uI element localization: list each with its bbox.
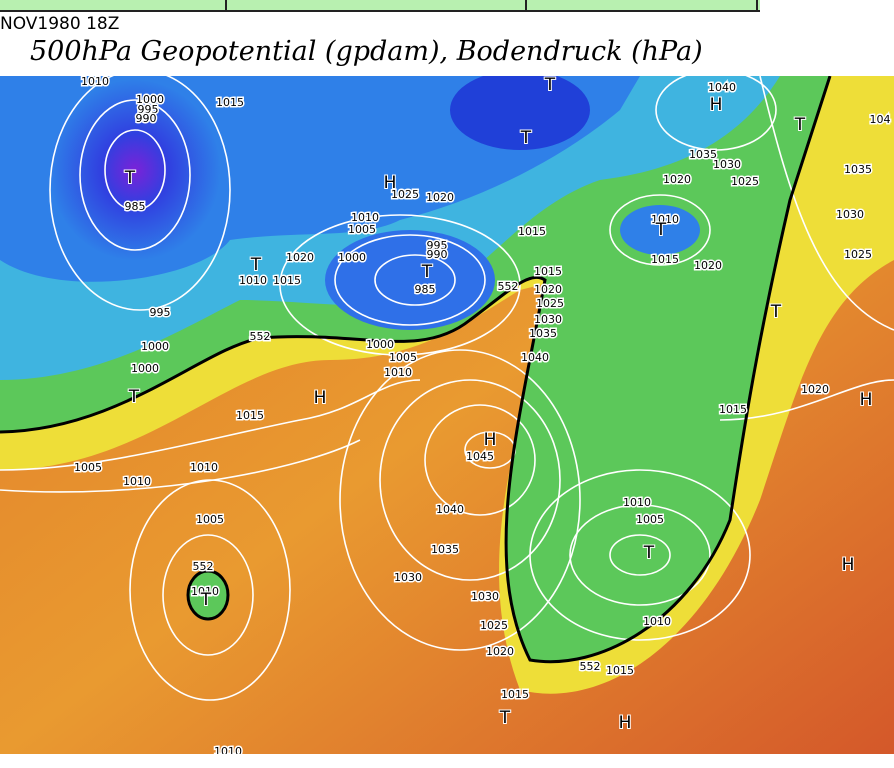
map-title: 500hPa Geopotential (gpdam), Bodendruck … bbox=[30, 36, 703, 67]
isobar-label: 995 bbox=[138, 103, 159, 116]
isobar-label: 1010 bbox=[190, 461, 218, 474]
isobar-label: 1005 bbox=[74, 461, 102, 474]
isobar-label: 1020 bbox=[801, 383, 829, 396]
isobar-label: 1015 bbox=[518, 225, 546, 238]
isobar-label: 1010 bbox=[643, 615, 671, 628]
low-core bbox=[450, 76, 590, 150]
isobar-label: 1020 bbox=[663, 173, 691, 186]
isobar-label: 1000 bbox=[136, 93, 164, 106]
tab-strip bbox=[0, 0, 760, 12]
pressure-center: T bbox=[643, 543, 655, 563]
low-core bbox=[50, 80, 220, 260]
isobar-label: 1005 bbox=[389, 351, 417, 364]
isobar-label: 1025 bbox=[844, 248, 872, 261]
isobar-label: 1010 bbox=[351, 211, 379, 224]
pressure-center: T bbox=[124, 168, 136, 188]
pressure-center: H bbox=[842, 555, 855, 575]
pressure-center: T bbox=[770, 302, 782, 322]
isobar-label: 1015 bbox=[534, 265, 562, 278]
isobar-label: 1005 bbox=[196, 513, 224, 526]
isobar-label: 1000 bbox=[141, 340, 169, 353]
isobar-label: 1040 bbox=[521, 351, 549, 364]
isobar-label: 995 bbox=[427, 239, 448, 252]
pressure-center: H bbox=[384, 173, 397, 193]
isobar-label: 1000 bbox=[338, 251, 366, 264]
pressure-center: T bbox=[655, 220, 667, 240]
isobar-label: 1010 bbox=[239, 274, 267, 287]
isobar-label: 990 bbox=[427, 248, 448, 261]
isobar-label: 104 bbox=[870, 113, 891, 126]
isobar-label: 1020 bbox=[486, 645, 514, 658]
isobar-label: 1020 bbox=[534, 283, 562, 296]
pressure-center: H bbox=[484, 430, 497, 450]
timestamp: NOV1980 18Z bbox=[0, 14, 120, 34]
isobar-label: 1025 bbox=[391, 188, 419, 201]
isobar-label: 1040 bbox=[436, 503, 464, 516]
pressure-center: T bbox=[250, 255, 262, 275]
isobar-label: 1010 bbox=[623, 496, 651, 509]
pressure-center: H bbox=[619, 713, 632, 733]
isobar-label: 1030 bbox=[836, 208, 864, 221]
isobar-label: 1030 bbox=[394, 571, 422, 584]
isobar-label: 1010 bbox=[123, 475, 151, 488]
isobar-label: 1025 bbox=[480, 619, 508, 632]
isobar-label: 1010 bbox=[191, 585, 219, 598]
pressure-center: T bbox=[128, 387, 140, 407]
isobar-label: 1025 bbox=[731, 175, 759, 188]
low-core bbox=[620, 205, 700, 255]
isobar-label: 985 bbox=[125, 200, 146, 213]
isobar-label: 1030 bbox=[713, 158, 741, 171]
isobar-label: 552 bbox=[193, 560, 214, 573]
isobar-label: 1015 bbox=[719, 403, 747, 416]
pressure-center: T bbox=[520, 128, 532, 148]
isobar-label: 1010 bbox=[214, 745, 242, 754]
isobar-label: 1000 bbox=[131, 362, 159, 375]
pressure-center: T bbox=[499, 708, 511, 728]
isobar-label: 990 bbox=[136, 112, 157, 125]
isobar-label: 1035 bbox=[844, 163, 872, 176]
isobar-label: 985 bbox=[415, 283, 436, 296]
isobar-label: 1035 bbox=[529, 327, 557, 340]
pressure-center: T bbox=[544, 76, 556, 95]
pressure-center: H bbox=[314, 388, 327, 408]
isobar-label: 1035 bbox=[689, 148, 717, 161]
isobar-label: 1010 bbox=[384, 366, 412, 379]
isobar-label: 1020 bbox=[286, 251, 314, 264]
pressure-center: H bbox=[710, 95, 723, 115]
isobar-label: 1000 bbox=[366, 338, 394, 351]
isobar-label: 1025 bbox=[536, 297, 564, 310]
low-core bbox=[186, 569, 230, 621]
isobar-label: 1005 bbox=[348, 223, 376, 236]
isobar-label: 1040 bbox=[708, 81, 736, 94]
isobar-label: 1045 bbox=[466, 450, 494, 463]
low-core bbox=[325, 230, 495, 330]
isobar-label: 1015 bbox=[236, 409, 264, 422]
pressure-center: H bbox=[860, 390, 873, 410]
isobar-label: 552 bbox=[250, 330, 271, 343]
isobar-label: 1010 bbox=[81, 76, 109, 88]
pressure-center: T bbox=[200, 590, 212, 610]
isobar-label: 1015 bbox=[501, 688, 529, 701]
isobar-label: 1005 bbox=[636, 513, 664, 526]
isobar-label: 552 bbox=[498, 280, 519, 293]
isobar-label: 995 bbox=[150, 306, 171, 319]
isobar-label: 1030 bbox=[471, 590, 499, 603]
isobar-label: 1015 bbox=[273, 274, 301, 287]
contour-552 bbox=[0, 76, 832, 664]
isobar-label: 1030 bbox=[534, 313, 562, 326]
isobar-label: 1010 bbox=[651, 213, 679, 226]
isobar-label: 1015 bbox=[606, 664, 634, 677]
isobar-label: 552 bbox=[580, 660, 601, 673]
isobar-label: 1020 bbox=[694, 259, 722, 272]
isobar-label: 1035 bbox=[431, 543, 459, 556]
pressure-center: T bbox=[794, 115, 806, 135]
isobar-label: 1020 bbox=[426, 191, 454, 204]
isobar-label: 1015 bbox=[216, 96, 244, 109]
isobar-label: 1015 bbox=[651, 253, 679, 266]
pressure-center: T bbox=[421, 262, 433, 282]
